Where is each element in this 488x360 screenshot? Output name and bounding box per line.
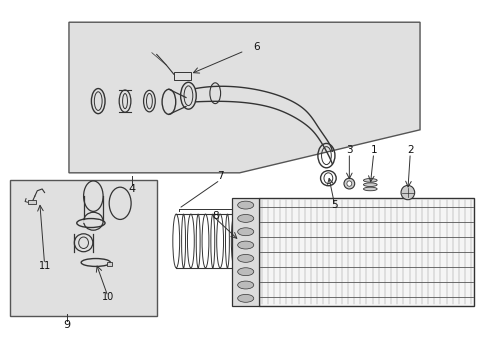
Ellipse shape — [237, 294, 253, 302]
Ellipse shape — [237, 268, 253, 276]
Text: 3: 3 — [346, 144, 352, 154]
Bar — [259, 198, 473, 306]
Ellipse shape — [237, 215, 253, 222]
Bar — [27, 200, 36, 204]
Ellipse shape — [237, 255, 253, 262]
Bar — [173, 72, 190, 80]
Polygon shape — [69, 22, 419, 173]
Ellipse shape — [237, 201, 253, 209]
Ellipse shape — [400, 185, 414, 200]
Text: 11: 11 — [39, 261, 51, 271]
Text: 4: 4 — [128, 184, 136, 194]
Text: 8: 8 — [211, 211, 218, 221]
Ellipse shape — [363, 179, 376, 182]
Text: 6: 6 — [253, 42, 260, 52]
Bar — [10, 180, 157, 316]
Text: 2: 2 — [406, 144, 413, 154]
Ellipse shape — [237, 241, 253, 249]
Text: 5: 5 — [331, 200, 337, 210]
Text: 7: 7 — [216, 171, 223, 181]
Ellipse shape — [363, 183, 376, 186]
Ellipse shape — [237, 281, 253, 289]
Bar — [107, 262, 112, 266]
Text: 1: 1 — [369, 144, 376, 154]
Ellipse shape — [346, 181, 351, 186]
Ellipse shape — [363, 187, 376, 191]
Ellipse shape — [343, 178, 354, 189]
Bar — [232, 198, 259, 306]
Text: 9: 9 — [63, 320, 70, 330]
Ellipse shape — [237, 228, 253, 236]
Text: 10: 10 — [102, 292, 114, 302]
